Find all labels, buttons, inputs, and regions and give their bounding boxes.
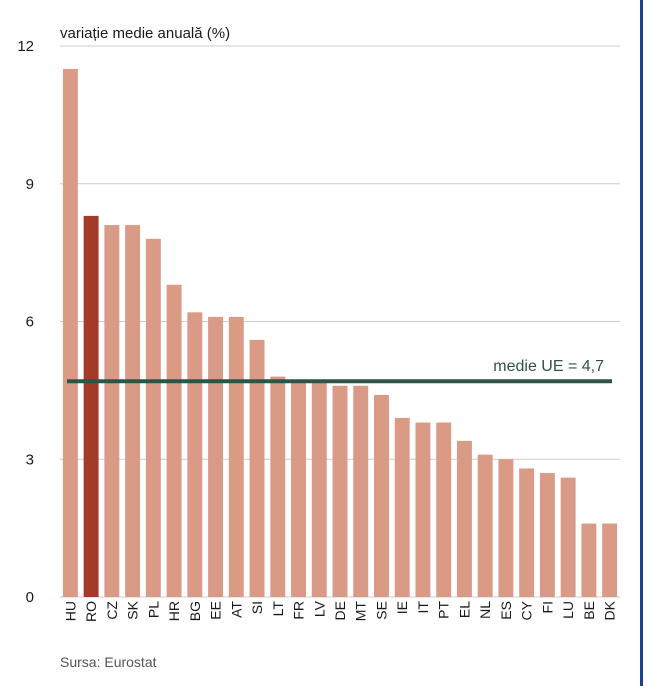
x-tick-label: EL [456,601,472,618]
x-tick-label: SE [373,601,389,620]
y-tick-label: 6 [26,314,34,331]
bar-fr [291,381,306,597]
bar-be [581,523,597,597]
x-tick-label: SK [125,600,141,619]
bar-cz [104,225,120,597]
x-tick-label: HR [166,601,182,621]
bar-lt [270,376,286,597]
x-tick-label: IE [394,601,410,614]
x-tick-label: LV [311,600,327,617]
x-tick-label: FR [291,601,307,620]
bar-lu [560,477,576,597]
x-tick-label: EE [208,601,224,620]
reference-label: medie UE = 4,7 [493,358,604,375]
x-tick-label: CY [519,600,535,620]
x-tick-label: NL [477,601,493,619]
x-tick-label: CZ [104,601,120,620]
bar-el [456,440,472,597]
x-tick-label: MT [353,601,369,622]
bar-dk [602,523,618,597]
x-tick-label: AT [228,601,244,618]
bar-at [228,316,244,597]
bar-it [415,422,431,597]
x-tick-label: SI [249,601,265,614]
bar-lv [311,381,327,597]
bar-si [249,339,265,597]
x-tick-label: FI [539,601,555,613]
x-tick-label: LT [270,601,286,617]
y-unit-label: variație medie anuală (%) [60,25,230,42]
bar-ee [208,316,224,597]
bar-de [332,385,348,597]
bar-es [498,459,514,597]
bar-fi [539,473,555,597]
bar-pl [145,238,161,597]
x-tick-label: PT [436,601,452,619]
y-tick-label: 12 [17,38,34,55]
source-note: Sursa: Eurostat [60,654,157,670]
frame-border [640,0,643,686]
x-tick-label: PL [145,601,161,618]
bar-sk [125,225,141,597]
bar-se [374,394,389,597]
x-tick-label: RO [83,601,99,622]
y-tick-label: 3 [26,451,34,468]
x-tick-label: IT [415,601,431,614]
bar-mt [353,385,369,597]
bar-nl [477,454,493,597]
bar-ie [394,417,410,597]
x-tick-label: DK [602,600,618,620]
x-tick-label: HU [62,601,78,621]
bar-ro [83,215,99,597]
bar-cy [519,468,535,597]
x-tick-label: DE [332,601,348,620]
y-tick-label: 9 [26,176,34,193]
bar-hr [166,284,182,597]
y-tick-label: 0 [26,589,34,606]
bar-bg [187,312,203,597]
x-tick-label: LU [560,601,576,619]
x-tick-label: BE [581,601,597,620]
bar-hu [62,68,78,598]
x-tick-label: ES [498,601,514,620]
x-tick-label: BG [187,601,203,621]
bar-pt [436,422,452,597]
